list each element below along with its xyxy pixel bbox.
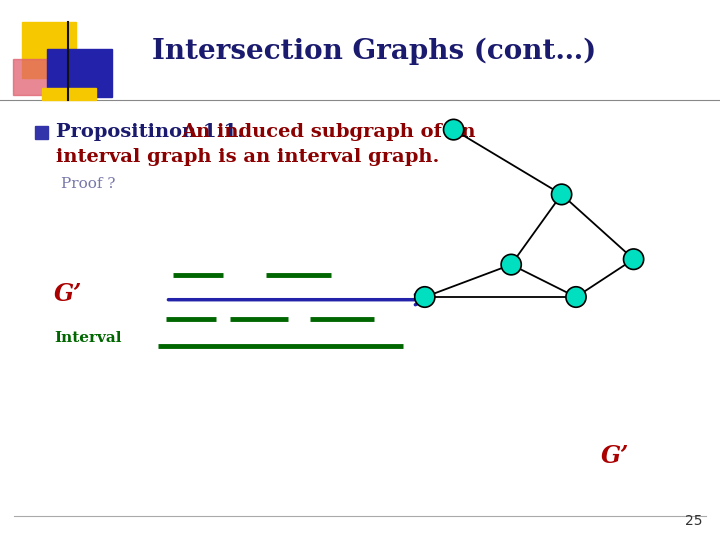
Text: Interval: Interval <box>54 330 122 345</box>
Text: Intersection Graphs (cont…): Intersection Graphs (cont…) <box>152 38 597 65</box>
Text: Proof ?: Proof ? <box>61 177 116 191</box>
Text: An induced subgraph of an: An induced subgraph of an <box>181 123 476 141</box>
Ellipse shape <box>624 249 644 269</box>
Ellipse shape <box>566 287 586 307</box>
Text: G’: G’ <box>54 282 82 306</box>
Ellipse shape <box>552 184 572 205</box>
Ellipse shape <box>415 287 435 307</box>
Bar <box>42 88 96 100</box>
Bar <box>13 59 60 94</box>
Bar <box>22 22 76 78</box>
Text: interval graph is an interval graph.: interval graph is an interval graph. <box>56 147 439 166</box>
Bar <box>47 49 112 97</box>
Bar <box>35 126 48 139</box>
Ellipse shape <box>444 119 464 140</box>
Text: 25: 25 <box>685 514 702 528</box>
Text: G’: G’ <box>601 444 629 468</box>
Ellipse shape <box>501 254 521 275</box>
Text: Propositinon 1.1.: Propositinon 1.1. <box>56 123 251 141</box>
